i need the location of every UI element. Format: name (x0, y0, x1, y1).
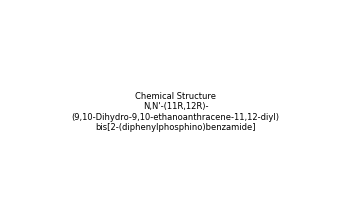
Text: Chemical Structure
N,N'-(11R,12R)-
(9,10-Dihydro-9,10-ethanoanthracene-11,12-diy: Chemical Structure N,N'-(11R,12R)- (9,10… (72, 92, 279, 132)
